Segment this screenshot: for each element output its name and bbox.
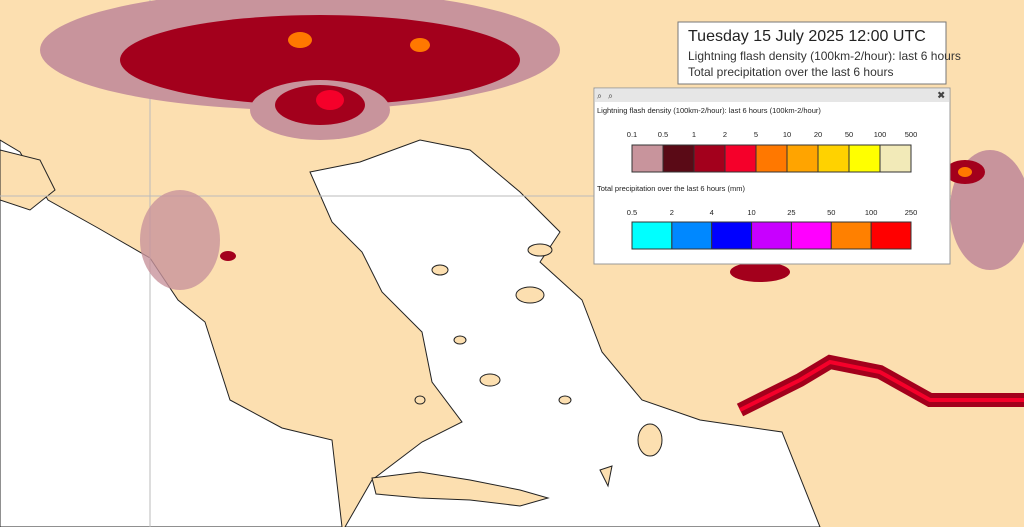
legend-label: 100 [865, 208, 878, 217]
panel-header [595, 89, 949, 102]
legend-swatch [631, 144, 664, 173]
legend-label: 2 [723, 130, 727, 139]
legend-swatch [786, 144, 819, 173]
legend-swatch [755, 144, 788, 173]
close-button[interactable]: ✖ [937, 91, 945, 102]
legend-label: 5 [754, 130, 758, 139]
legend-panel: ⌕ ⌕ ✖ Lightning flash density (100km-2/h… [593, 87, 951, 265]
legend-title: Total precipitation over the last 6 hour… [597, 184, 745, 193]
legend-swatch [870, 221, 912, 250]
info-line: Total precipitation over the last 6 hour… [688, 65, 893, 79]
legend-swatch [631, 221, 673, 250]
legend-label: 0.1 [627, 130, 637, 139]
legend-label: 0.5 [658, 130, 668, 139]
info-box: Tuesday 15 July 2025 12:00 UTC Lightning… [677, 21, 961, 85]
legend-swatch [662, 144, 695, 173]
legend-label: 1 [692, 130, 696, 139]
info-line: Lightning flash density (100km-2/hour): … [688, 49, 961, 63]
legend-label: 2 [670, 208, 674, 217]
lightning-areas [40, 0, 1024, 417]
legend-swatch [751, 221, 792, 250]
legend-swatch [830, 221, 872, 250]
legend-label: 10 [747, 208, 755, 217]
legend-label: 250 [905, 208, 918, 217]
legend-label: 100 [874, 130, 887, 139]
legend-label: 0.5 [627, 208, 637, 217]
legend-swatch [848, 144, 881, 173]
islands [371, 243, 663, 507]
legend-title: Lightning flash density (100km-2/hour): … [597, 106, 821, 115]
zoom-out[interactable]: ⌕ [608, 90, 613, 100]
legend-label: 20 [814, 130, 822, 139]
legend-swatch [671, 221, 713, 250]
legend-swatch [879, 144, 912, 173]
legend-swatch [724, 144, 757, 173]
legend-label: 50 [845, 130, 853, 139]
legend-swatch [711, 221, 753, 250]
zoom-in[interactable]: ⌕ [597, 90, 602, 100]
legend-label: 10 [783, 130, 791, 139]
legend-swatch [693, 144, 726, 173]
legend-swatch [790, 221, 832, 250]
legend-label: 25 [787, 208, 795, 217]
sea [0, 139, 821, 527]
legend-label: 500 [905, 130, 918, 139]
info-title: Tuesday 15 July 2025 12:00 UTC [688, 28, 926, 45]
legend-label: 50 [827, 208, 835, 217]
legend-swatch [817, 144, 850, 173]
legend-label: 4 [710, 208, 714, 217]
